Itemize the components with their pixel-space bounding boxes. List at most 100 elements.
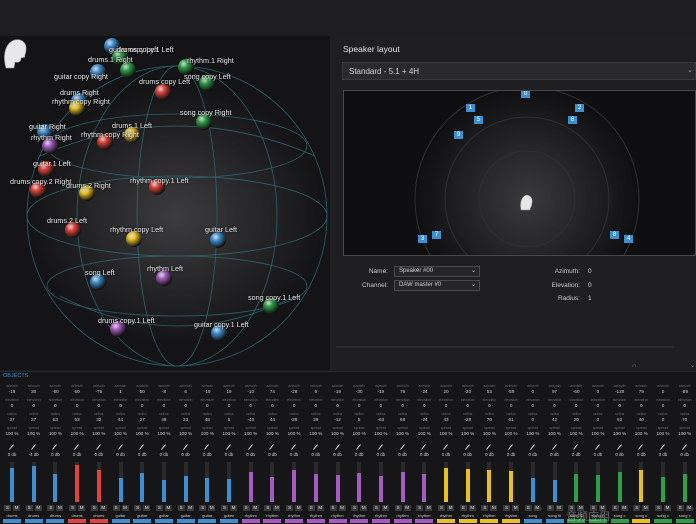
solo-button[interactable]: S (307, 505, 315, 511)
gain-value[interactable]: 0 db (658, 452, 668, 457)
gain-value[interactable]: 0 db (354, 452, 364, 457)
param-value[interactable]: 0 (32, 403, 35, 408)
param-value[interactable]: 60 (139, 389, 145, 394)
mute-button[interactable]: M (164, 505, 172, 511)
param-value[interactable]: 100 % (591, 431, 605, 436)
speaker-layout-view[interactable]: 0 1 2 5 6 9 3 7 8 4 (343, 90, 696, 256)
pan-knob-icon[interactable] (204, 444, 210, 450)
mute-button[interactable]: M (403, 505, 411, 511)
param-value[interactable]: 100 % (92, 431, 106, 436)
pan-knob-icon[interactable] (486, 444, 492, 450)
param-value[interactable]: 100 % (547, 431, 562, 436)
object-sphere[interactable] (97, 134, 113, 150)
fader-level[interactable] (661, 477, 665, 502)
solo-button[interactable]: S (655, 505, 662, 511)
param-value[interactable]: 0 (596, 389, 600, 394)
gain-value[interactable]: 0 db (571, 452, 581, 457)
fader-level[interactable] (335, 475, 340, 502)
param-value[interactable]: 0 (54, 403, 57, 408)
param-value[interactable]: -59 (507, 389, 515, 394)
gain-value[interactable]: 0 db (615, 452, 624, 457)
param-value[interactable]: 1 (119, 389, 122, 394)
gain-value[interactable]: 0 db (420, 452, 429, 457)
param-value[interactable]: 62 (617, 417, 623, 422)
solo-button[interactable]: S (568, 505, 576, 511)
mute-button[interactable]: M (186, 505, 194, 511)
param-value[interactable]: 0 (596, 417, 600, 422)
param-value[interactable]: 53 (486, 389, 492, 394)
object-sphere[interactable] (155, 84, 171, 100)
speaker-5[interactable]: 5 (474, 116, 483, 124)
pan-knob-icon[interactable] (508, 444, 513, 450)
pan-knob-icon[interactable] (551, 444, 557, 450)
pan-knob-icon[interactable] (616, 444, 622, 450)
object-sphere[interactable] (211, 325, 227, 341)
gain-value[interactable]: 0 db (268, 452, 277, 457)
param-value[interactable]: 48 (204, 417, 210, 422)
mute-button[interactable]: M (685, 505, 693, 511)
mute-button[interactable]: M (78, 505, 86, 511)
pan-knob-icon[interactable] (421, 444, 427, 450)
param-value[interactable]: 6 (314, 389, 318, 394)
fader-level[interactable] (400, 472, 405, 502)
param-value[interactable]: 100 % (439, 431, 453, 436)
fader-level[interactable] (10, 468, 14, 502)
object-sphere[interactable] (79, 185, 95, 201)
param-value[interactable]: 0 (574, 403, 578, 408)
solo-button[interactable]: S (25, 505, 33, 511)
param-value[interactable]: 0 (401, 403, 404, 408)
gain-value[interactable]: 0 db (637, 452, 646, 457)
param-value[interactable]: 20 (443, 389, 449, 394)
object-sphere[interactable] (38, 161, 54, 177)
solo-button[interactable]: S (438, 505, 445, 511)
solo-button[interactable]: S (199, 505, 207, 511)
param-value[interactable]: 32 (96, 417, 102, 422)
param-value[interactable]: 100 % (352, 431, 366, 436)
param-value[interactable]: -128 (614, 389, 625, 394)
solo-button[interactable]: S (589, 505, 597, 511)
pan-knob-icon[interactable] (356, 444, 362, 450)
param-value[interactable]: 79 (400, 389, 406, 394)
pan-knob-icon[interactable] (660, 444, 665, 450)
param-value[interactable]: 0 (423, 403, 426, 408)
speaker-1[interactable]: 1 (466, 104, 475, 112)
pan-knob-icon[interactable] (95, 444, 101, 450)
pan-knob-icon[interactable] (529, 444, 535, 450)
object-sphere[interactable] (210, 232, 226, 248)
gain-value[interactable]: 0 db (485, 452, 494, 457)
fader-level[interactable] (31, 466, 36, 502)
mute-button[interactable]: M (447, 505, 454, 511)
param-value[interactable]: 0 (249, 403, 252, 408)
gain-value[interactable]: 0 db (593, 452, 603, 457)
mute-button[interactable]: M (56, 505, 64, 511)
param-value[interactable]: 0 (271, 403, 274, 408)
param-value[interactable]: -28 (290, 389, 298, 394)
name-select[interactable]: Speaker #00 ⌄ (394, 266, 480, 277)
param-value[interactable]: -12 (334, 417, 341, 422)
param-value[interactable]: 37 (9, 417, 15, 422)
speaker-2[interactable]: 2 (575, 104, 584, 112)
gain-value[interactable]: 0 db (441, 452, 451, 457)
gain-value[interactable]: 0 db (72, 452, 82, 457)
mute-button[interactable]: M (13, 505, 20, 511)
gain-value[interactable]: 0 db (528, 452, 538, 457)
param-value[interactable]: 0 (336, 403, 339, 408)
param-value[interactable]: 0 (466, 403, 469, 408)
param-value[interactable]: 100 % (656, 431, 670, 436)
gain-value[interactable]: 0 db (680, 452, 689, 457)
param-value[interactable]: -43 (247, 417, 254, 422)
pan-knob-icon[interactable] (595, 444, 600, 450)
mute-button[interactable]: M (99, 505, 107, 511)
mute-button[interactable]: M (512, 505, 520, 511)
param-value[interactable]: 100 % (504, 431, 518, 436)
fader-level[interactable] (465, 469, 470, 502)
solo-button[interactable]: S (351, 505, 359, 511)
gain-value[interactable]: 0 db (116, 452, 125, 457)
fader-level[interactable] (96, 470, 101, 502)
fader-level[interactable] (487, 470, 492, 502)
param-value[interactable]: -19 (334, 389, 341, 394)
param-value[interactable]: 100 % (157, 431, 171, 436)
object-sphere[interactable] (196, 114, 212, 130)
gain-value[interactable]: -4 db (28, 452, 39, 457)
param-value[interactable]: 0 (119, 403, 122, 408)
